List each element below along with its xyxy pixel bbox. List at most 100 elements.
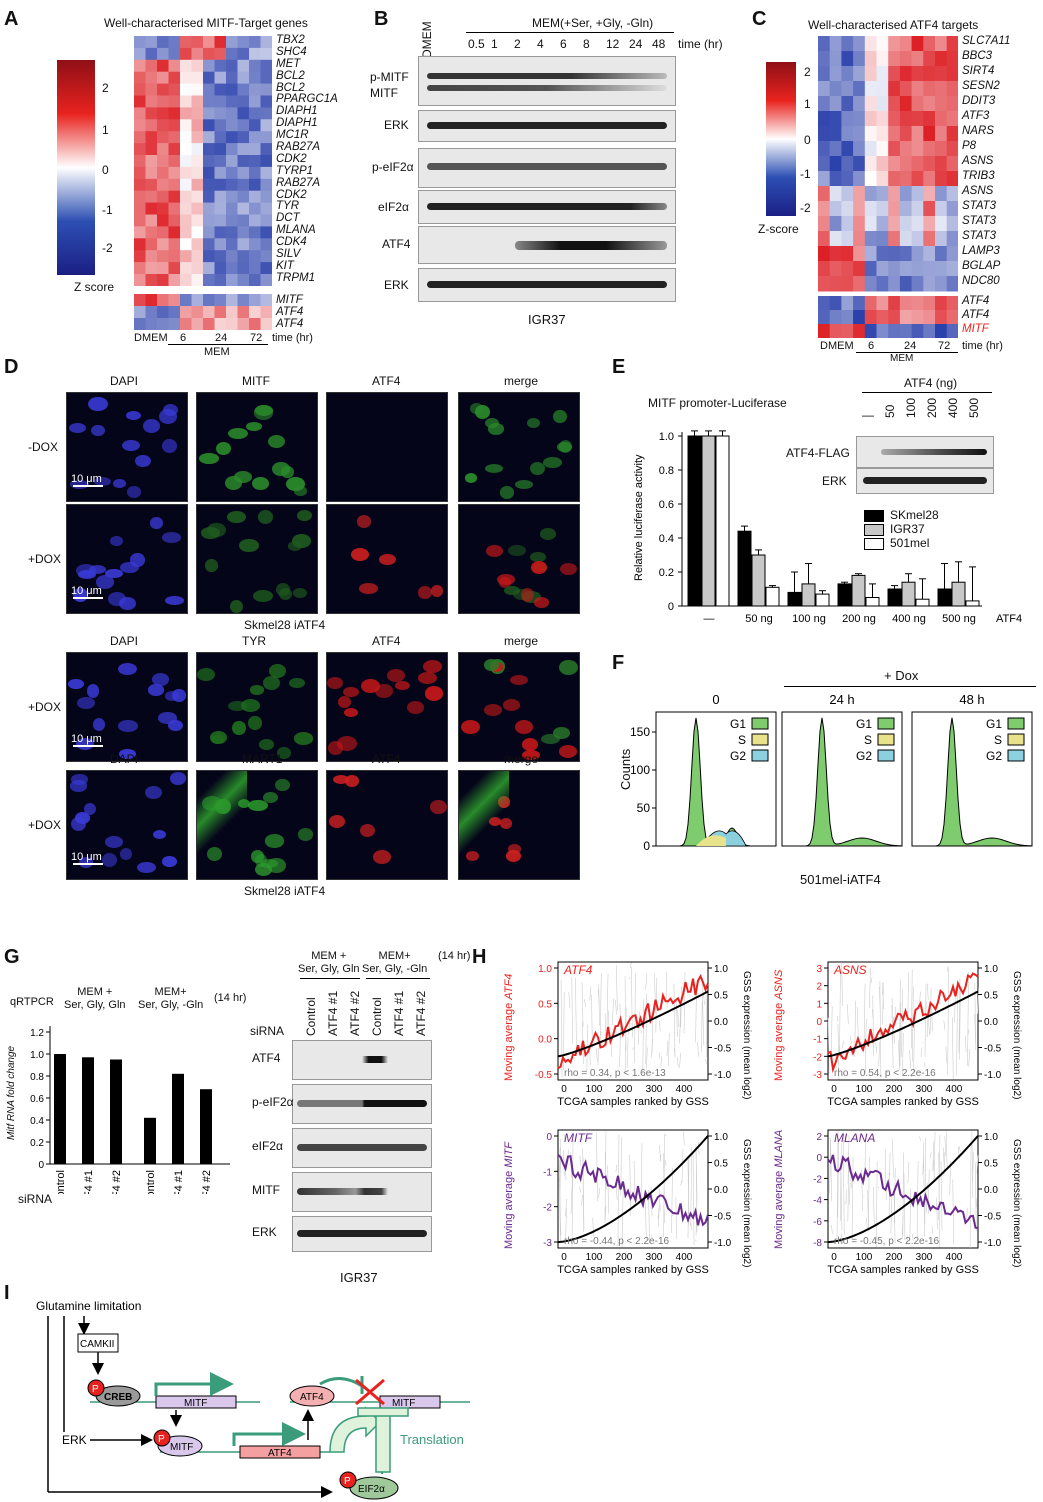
heatmap-cell — [237, 250, 250, 263]
gene-label: SILV — [276, 248, 301, 261]
heatmap-cell — [226, 226, 238, 239]
cell-nucleus — [109, 535, 123, 547]
cell-nucleus — [240, 698, 260, 712]
sample-trace — [563, 1134, 566, 1142]
cell-nucleus — [71, 774, 88, 785]
sample-trace — [571, 1139, 574, 1247]
heatmap-cell — [946, 66, 958, 82]
sample-trace — [604, 1152, 607, 1190]
heatmap-cell — [249, 166, 261, 180]
x-tick-label: 400 — [946, 1084, 963, 1095]
micrograph — [326, 392, 448, 502]
legend-label: S — [864, 733, 872, 747]
blot-band — [297, 1056, 427, 1063]
heatmap-cell — [841, 111, 854, 127]
sample-trace — [640, 1143, 643, 1198]
cell-nucleus — [379, 553, 397, 566]
panel-e-doses: — 50 100 200 400 500 — [858, 398, 998, 434]
sample-trace — [909, 1050, 911, 1070]
panel-e-blot-erk — [856, 468, 994, 494]
heatmap-cell — [168, 294, 181, 307]
cell-nucleus — [216, 441, 232, 456]
sample-trace — [672, 1214, 674, 1216]
panel-g-cond2: MEM+ Ser, Gly, -Gln — [138, 986, 204, 1011]
cell-nucleus — [277, 746, 291, 759]
gene-label: DDIT3 — [962, 95, 996, 107]
heatmap-cell — [180, 262, 192, 275]
heatmap-cell — [214, 318, 227, 330]
cell-nucleus — [260, 858, 279, 869]
sample-trace — [671, 1167, 673, 1233]
heatmap-cell — [180, 71, 192, 85]
cell-nucleus — [88, 564, 106, 575]
heatmap-cell — [168, 143, 181, 156]
y-axis-gene: MITF — [503, 1141, 515, 1168]
sample-trace — [945, 1131, 948, 1170]
sample-trace — [894, 1006, 897, 1021]
heatmap-cell — [911, 81, 924, 97]
cell-nucleus — [527, 417, 540, 428]
heatmap-cell — [876, 201, 889, 217]
cell-nucleus — [359, 583, 379, 594]
heatmap-cell — [203, 238, 215, 251]
heatmap-cell — [818, 51, 831, 67]
sample-trace — [920, 1047, 923, 1057]
heatmap-cell — [237, 36, 250, 49]
cell-nucleus — [164, 691, 179, 702]
heatmap-cell — [214, 178, 227, 192]
panel-c-time-label: time (hr) — [962, 340, 1003, 352]
heatmap-cell — [911, 324, 924, 338]
sample-trace — [575, 977, 577, 1051]
sample-trace — [972, 1152, 974, 1182]
panel-e-letter: E — [612, 356, 626, 378]
cell-nucleus — [253, 590, 274, 602]
sample-trace — [974, 1162, 977, 1232]
micrograph-row-label: +DOX — [28, 700, 62, 714]
heatmap-cell — [864, 216, 877, 232]
sample-trace — [559, 1139, 562, 1207]
x-tick-label: 300 — [646, 1252, 663, 1263]
blot-band — [427, 163, 667, 170]
heatmap-cell — [191, 47, 204, 61]
heatmap-cell — [841, 81, 854, 97]
gene-label: RAB27A — [276, 141, 321, 154]
cell-nucleus — [504, 585, 520, 596]
micrograph-row-label: -DOX — [28, 440, 58, 454]
y-tick-label: 150 — [630, 725, 650, 739]
bar — [815, 593, 830, 607]
panel-a-gene-list-2: MITF ATF4 ATF4 — [276, 294, 303, 330]
heatmap-cell — [829, 156, 842, 172]
x-tick-label: ATF4 #2 — [201, 1170, 213, 1194]
heatmap-cell — [226, 71, 238, 85]
cell-nucleus — [125, 410, 141, 420]
sample-trace — [875, 1161, 878, 1247]
heatmap-cell — [888, 81, 901, 97]
sample-trace — [676, 1057, 679, 1068]
heatmap-cell — [818, 261, 831, 277]
heatmap-cell — [203, 59, 215, 73]
sample-trace — [634, 973, 636, 1063]
heatmap-cell — [923, 216, 936, 232]
gene-label: MET — [276, 57, 301, 70]
cell-nucleus — [159, 408, 177, 424]
sample-trace — [878, 1041, 880, 1067]
heatmap-cell — [226, 178, 238, 192]
cell-nucleus — [487, 423, 505, 435]
heatmap-cell — [157, 294, 169, 307]
translation-label: Translation — [400, 1432, 464, 1447]
cell-nucleus — [505, 850, 521, 863]
x-tick-label: 50 ng — [745, 613, 773, 625]
heatmap-cell — [899, 96, 913, 112]
cell-nucleus — [485, 463, 504, 473]
y-axis-gene: MLANA — [773, 1130, 785, 1168]
scale-bar-label: 10 μm — [71, 585, 102, 597]
micrograph: 10 μm — [66, 770, 188, 880]
heatmap-cell — [888, 296, 901, 311]
heatmap-cell — [203, 95, 215, 108]
heatmap-cell — [157, 155, 169, 168]
heatmap-cell — [203, 214, 215, 227]
heatmap-cell — [145, 71, 158, 85]
panel-e-blot-flag — [856, 436, 994, 468]
heatmap-cell — [911, 201, 924, 217]
